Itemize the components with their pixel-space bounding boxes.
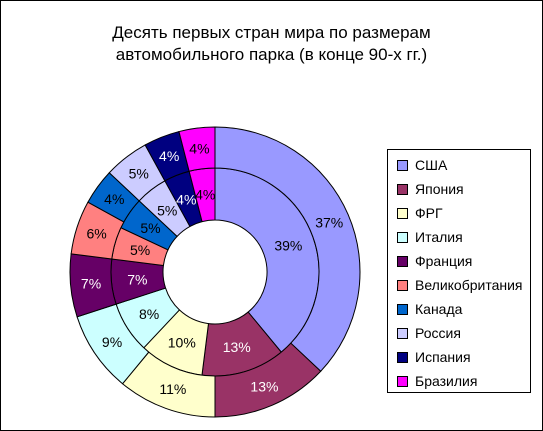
legend-label: Италия: [415, 229, 463, 245]
inner-ring-label-4: 7%: [127, 271, 147, 287]
legend-label: Россия: [415, 325, 461, 341]
legend: США Япония ФРГ Италия Франция Великобритания К…: [387, 149, 531, 393]
legend-swatch: [397, 375, 408, 387]
legend-swatch: [397, 255, 408, 267]
outer-ring-label-9: 4%: [189, 140, 209, 156]
legend-swatch: [397, 351, 408, 363]
legend-item: ФРГ: [397, 203, 443, 223]
legend-item: Великобритания: [397, 275, 523, 295]
legend-item: США: [397, 155, 447, 175]
legend-label: ФРГ: [415, 205, 443, 221]
legend-swatch: [397, 183, 408, 195]
legend-swatch: [397, 303, 408, 315]
outer-ring-label-1: 13%: [250, 378, 278, 394]
legend-item: Италия: [397, 227, 463, 247]
legend-item: Канада: [397, 299, 462, 319]
legend-label: Канада: [415, 301, 463, 317]
inner-ring-label-9: 4%: [195, 187, 215, 203]
inner-ring-label-7: 5%: [157, 202, 177, 218]
legend-label: Япония: [415, 181, 464, 197]
inner-ring-label-6: 5%: [140, 220, 160, 236]
legend-label: США: [415, 157, 448, 173]
inner-ring-label-2: 10%: [168, 335, 196, 351]
inner-ring-label-8: 4%: [176, 191, 196, 207]
legend-label: Франция: [415, 253, 473, 269]
outer-ring-label-2: 11%: [159, 381, 186, 397]
legend-swatch: [397, 231, 408, 243]
legend-swatch: [397, 159, 408, 171]
chart-title-line-1: Десять первых стран мира по размерам: [112, 23, 431, 42]
legend-swatch: [397, 207, 408, 219]
outer-ring-label-0: 37%: [315, 215, 343, 231]
legend-swatch: [397, 279, 408, 291]
legend-swatch: [397, 327, 408, 339]
chart-title: Десять первых стран мира по размерам авт…: [1, 22, 542, 66]
outer-ring-label-4: 7%: [81, 276, 101, 292]
outer-ring-slice-9: [178, 126, 216, 172]
inner-ring-label-0: 39%: [274, 238, 302, 254]
legend-label: Испания: [415, 349, 471, 365]
legend-item: Франция: [397, 251, 472, 271]
legend-item: Бразилия: [397, 371, 477, 391]
inner-ring-label-1: 13%: [223, 339, 251, 355]
legend-label: Великобритания: [415, 277, 523, 293]
outer-ring-label-8: 4%: [159, 148, 179, 164]
outer-ring-slice-0: [214, 126, 361, 372]
outer-ring-label-3: 9%: [102, 334, 122, 350]
inner-ring-label-3: 8%: [139, 306, 159, 322]
legend-item: Испания: [397, 347, 471, 367]
legend-item: Россия: [397, 323, 461, 343]
outer-ring-label-6: 4%: [104, 191, 124, 207]
outer-ring-label-7: 5%: [129, 166, 149, 182]
outer-ring-label-5: 6%: [86, 226, 106, 242]
inner-ring-label-5: 5%: [130, 242, 150, 258]
legend-item: Япония: [397, 179, 464, 199]
chart-title-line-2: автомобильного парка (в конце 90-х гг.): [115, 45, 428, 64]
legend-label: Бразилия: [415, 373, 478, 389]
